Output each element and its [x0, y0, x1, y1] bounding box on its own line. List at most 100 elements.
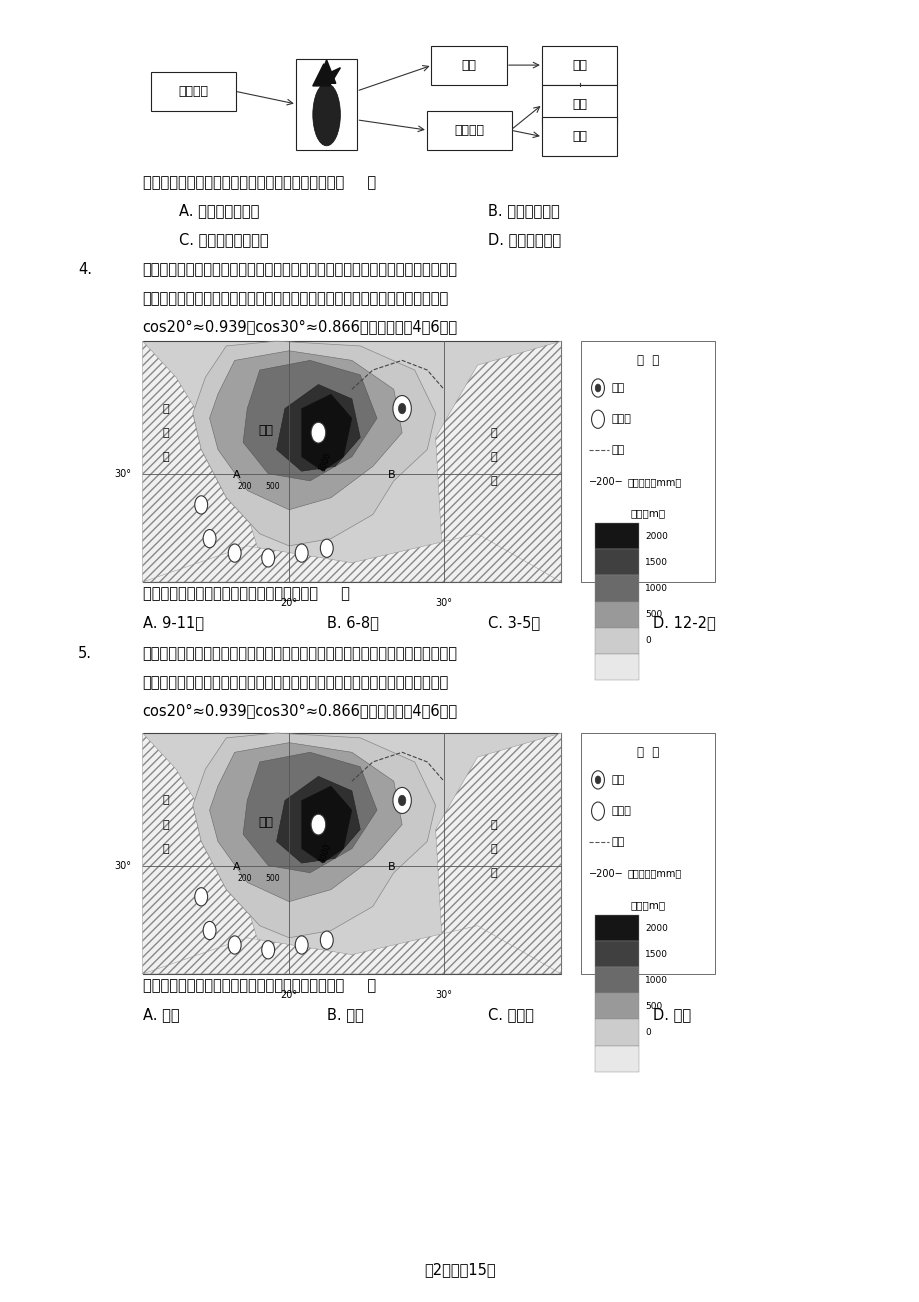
Polygon shape: [329, 68, 340, 86]
Polygon shape: [277, 384, 360, 471]
FancyBboxPatch shape: [595, 915, 639, 941]
Circle shape: [195, 496, 208, 514]
Text: B. 石油: B. 石油: [326, 1006, 363, 1022]
Text: 20°: 20°: [280, 990, 298, 1000]
Text: C. 3-5月: C. 3-5月: [487, 615, 539, 630]
Polygon shape: [243, 361, 377, 480]
Circle shape: [228, 936, 241, 954]
Text: 1000: 1000: [317, 842, 332, 865]
Text: 首都: 首都: [611, 383, 624, 393]
Text: 500: 500: [265, 482, 279, 491]
Text: 该国西部沿海风电场发电量最丰富的时段为（     ）: 该国西部沿海风电场发电量最丰富的时段为（ ）: [142, 586, 349, 602]
Polygon shape: [243, 753, 377, 872]
Text: 果品加工: 果品加工: [454, 124, 483, 137]
Text: 度: 度: [491, 844, 497, 854]
Text: 图  例: 图 例: [636, 746, 659, 759]
Text: 洋: 洋: [162, 844, 169, 854]
Text: 洋: 洋: [491, 475, 497, 486]
Text: cos20°≈0.939，cos30°≈0.866，）据此完成4～6题。: cos20°≈0.939，cos30°≈0.866，）据此完成4～6题。: [142, 319, 458, 335]
FancyBboxPatch shape: [431, 46, 506, 85]
Polygon shape: [142, 341, 268, 582]
Text: 海拔（m）: 海拔（m）: [630, 900, 665, 910]
Text: C. 农业生产技术发展: C. 农业生产技术发展: [179, 232, 268, 247]
Circle shape: [262, 549, 274, 568]
Circle shape: [591, 771, 604, 789]
Circle shape: [195, 888, 208, 906]
Circle shape: [203, 530, 216, 548]
Polygon shape: [301, 395, 352, 471]
Polygon shape: [312, 64, 329, 86]
FancyBboxPatch shape: [595, 575, 639, 602]
Text: 5.: 5.: [78, 646, 92, 661]
Circle shape: [591, 802, 604, 820]
Text: 国界: 国界: [611, 445, 624, 456]
Circle shape: [398, 796, 405, 806]
FancyBboxPatch shape: [151, 72, 235, 111]
Text: 4.: 4.: [78, 262, 92, 277]
Text: 第2页，共15页: 第2页，共15页: [424, 1262, 495, 1277]
Text: 200: 200: [238, 482, 252, 491]
Polygon shape: [193, 341, 436, 546]
Text: −200−: −200−: [588, 868, 623, 879]
Text: 2000: 2000: [644, 924, 667, 932]
Text: 饲料: 饲料: [572, 130, 586, 143]
FancyBboxPatch shape: [595, 654, 639, 680]
Text: 洋: 洋: [491, 867, 497, 878]
Circle shape: [595, 384, 600, 392]
Text: 风电场: 风电场: [611, 806, 631, 816]
Text: 不属于徐闻县菠萝产业近年来发展快的主要原因是（     ）: 不属于徐闻县菠萝产业近年来发展快的主要原因是（ ）: [142, 174, 375, 190]
FancyBboxPatch shape: [595, 549, 639, 575]
Text: 海拔（m）: 海拔（m）: [630, 508, 665, 518]
Circle shape: [295, 544, 308, 562]
Text: A: A: [233, 470, 241, 480]
FancyBboxPatch shape: [426, 111, 511, 150]
Circle shape: [228, 544, 241, 562]
Polygon shape: [436, 733, 561, 974]
Text: A: A: [233, 862, 241, 872]
FancyBboxPatch shape: [595, 993, 639, 1019]
Text: 市场: 市场: [572, 59, 586, 72]
Polygon shape: [142, 926, 561, 974]
Text: 1000: 1000: [317, 450, 332, 473]
Ellipse shape: [312, 83, 340, 146]
Text: 甲国富煤贫油少气，煤电是该国主要的电力来源。为应对煤炭资源枯竭与能源需求: 甲国富煤贫油少气，煤电是该国主要的电力来源。为应对煤炭资源枯竭与能源需求: [142, 646, 457, 661]
FancyBboxPatch shape: [595, 628, 639, 654]
Text: A. 交通运输的发展: A. 交通运输的发展: [179, 203, 259, 219]
Text: B: B: [388, 862, 395, 872]
Circle shape: [203, 922, 216, 940]
Text: ／甲: ／甲: [258, 815, 273, 828]
Circle shape: [295, 936, 308, 954]
Polygon shape: [210, 742, 402, 901]
Polygon shape: [193, 733, 436, 937]
Text: 1000: 1000: [644, 976, 667, 984]
Text: 1500: 1500: [644, 950, 667, 958]
Text: 30°: 30°: [115, 861, 131, 871]
Polygon shape: [277, 776, 360, 863]
FancyBboxPatch shape: [296, 59, 357, 150]
Text: B: B: [388, 470, 395, 480]
Text: 鲜果: 鲜果: [461, 59, 476, 72]
Circle shape: [398, 404, 405, 414]
Text: 印: 印: [491, 819, 497, 829]
FancyBboxPatch shape: [595, 523, 639, 549]
Text: 除风能外，该国最有可能重点发展的可再生能源是（     ）: 除风能外，该国最有可能重点发展的可再生能源是（ ）: [142, 978, 375, 993]
Text: 风电场: 风电场: [611, 414, 631, 424]
Text: 印: 印: [491, 427, 497, 437]
Text: 西: 西: [162, 427, 169, 437]
Polygon shape: [317, 60, 335, 83]
Text: 增加的矛盾，该国提出了可再生能源发展战略。如图为甲国区域示意图。（注：: 增加的矛盾，该国提出了可再生能源发展战略。如图为甲国区域示意图。（注：: [142, 290, 448, 306]
Polygon shape: [142, 733, 268, 974]
Polygon shape: [210, 350, 402, 509]
Text: 国界: 国界: [611, 837, 624, 848]
FancyBboxPatch shape: [595, 602, 639, 628]
Text: 500: 500: [644, 611, 662, 618]
Text: D. 12-2月: D. 12-2月: [652, 615, 715, 630]
Text: 200: 200: [238, 874, 252, 883]
FancyBboxPatch shape: [581, 341, 714, 582]
Text: 0: 0: [644, 637, 650, 644]
Text: 30°: 30°: [435, 990, 452, 1000]
Text: A. 9-11月: A. 9-11月: [142, 615, 203, 630]
Text: 洋: 洋: [162, 452, 169, 462]
Text: 1000: 1000: [644, 585, 667, 592]
Text: 20°: 20°: [280, 598, 298, 608]
